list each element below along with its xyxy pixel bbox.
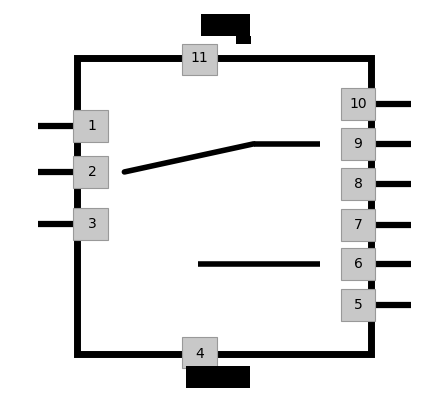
- FancyBboxPatch shape: [73, 156, 108, 188]
- Text: 7: 7: [354, 218, 362, 232]
- Bar: [77, 58, 371, 354]
- Text: 3: 3: [88, 217, 97, 231]
- FancyBboxPatch shape: [341, 128, 376, 160]
- Text: 4: 4: [195, 347, 204, 361]
- FancyBboxPatch shape: [73, 110, 108, 142]
- Text: 1: 1: [88, 119, 97, 133]
- Text: 9: 9: [354, 137, 362, 151]
- FancyBboxPatch shape: [341, 88, 376, 120]
- FancyBboxPatch shape: [341, 248, 376, 280]
- Bar: [201, 14, 250, 36]
- Text: 10: 10: [349, 97, 367, 111]
- Text: 5: 5: [354, 298, 362, 312]
- FancyBboxPatch shape: [341, 289, 376, 321]
- FancyBboxPatch shape: [182, 337, 217, 368]
- Bar: [186, 366, 250, 388]
- Text: 11: 11: [191, 51, 208, 65]
- FancyBboxPatch shape: [182, 44, 217, 75]
- Text: 2: 2: [88, 165, 97, 179]
- Bar: [236, 36, 251, 44]
- FancyBboxPatch shape: [341, 210, 376, 241]
- Text: 6: 6: [354, 257, 362, 271]
- Text: 8: 8: [354, 177, 362, 191]
- FancyBboxPatch shape: [341, 168, 376, 200]
- FancyBboxPatch shape: [73, 208, 108, 240]
